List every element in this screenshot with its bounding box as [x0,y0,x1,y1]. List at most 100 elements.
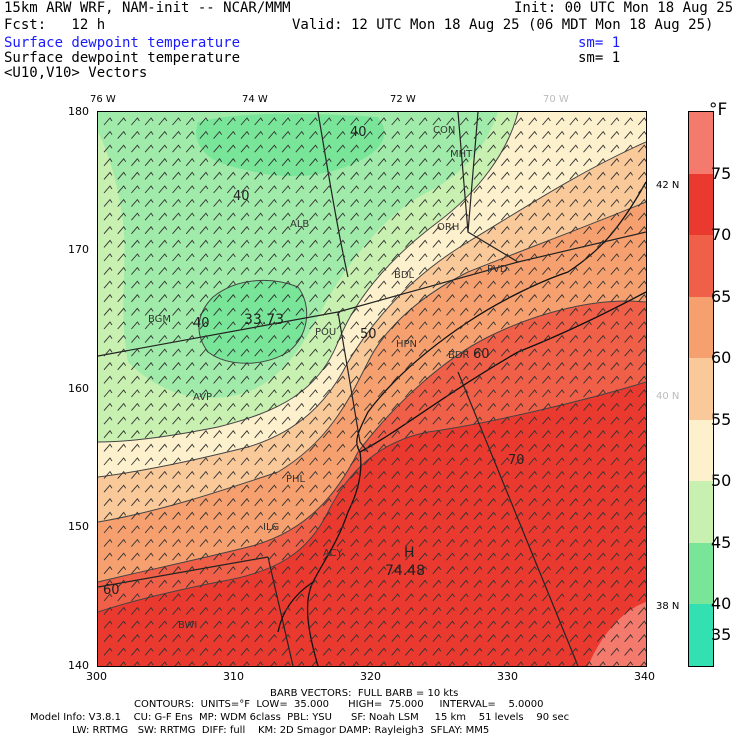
wind-barb [213,158,222,167]
wind-barb [185,430,195,439]
wind-barb [391,321,401,330]
wind-barb [418,334,428,343]
wind-barb [528,130,538,139]
wind-barb [624,498,633,507]
wind-barb [487,375,496,384]
wind-barb [295,239,305,248]
wind-barb [185,552,195,561]
wind-barb [229,661,236,666]
wind-barb [144,389,154,398]
wind-barb [254,362,264,371]
wind-barb [596,253,606,262]
wind-barb [500,198,510,207]
wind-barb [185,389,195,398]
wind-barb [583,579,592,588]
wind-barb [336,470,346,479]
wind-barb [405,389,414,398]
high-value-label: 74.48 [385,563,425,579]
wind-barb [268,212,277,221]
wind-barb [555,457,565,466]
wind-barb [158,321,168,330]
wind-barb [542,606,551,615]
wind-barb [528,566,538,575]
wind-barb [350,593,359,602]
wind-barb [144,593,154,602]
wind-barb [418,457,428,466]
wind-barb [185,606,195,615]
wind-barb [569,606,579,615]
wind-barb [158,158,168,167]
wind-barb [322,566,332,575]
wind-barb [473,334,483,343]
wind-barb [418,307,428,316]
wind-barb [624,402,633,411]
wind-barb [322,498,332,507]
wind-barb [188,661,195,666]
wind-barb [350,362,359,371]
wind-barb [610,362,620,371]
wind-barb [185,647,195,656]
wind-barb [432,280,442,289]
wind-barb [459,593,469,602]
wind-barb [583,171,592,180]
wind-barb [185,457,195,466]
wind-barb [281,321,291,330]
wind-barb [640,661,646,666]
wind-barb [172,634,181,643]
wind-barb [500,171,510,180]
wind-barb [569,212,579,221]
wind-barb [363,416,373,425]
wind-barb [336,593,346,602]
wind-barb [418,606,428,615]
wind-barb [103,307,113,316]
wind-barb [268,117,277,126]
wind-barb [473,416,483,425]
wind-barb [131,470,140,479]
wind-barb [459,375,469,384]
wind-barb [555,389,565,398]
field-title-2: Surface dewpoint temperature [4,50,241,66]
wind-barb [240,321,250,330]
wind-barb [624,647,633,656]
wind-barb [199,158,209,167]
wind-barb [158,130,168,139]
wind-barb [542,158,551,167]
wind-barb [213,538,222,547]
wind-barb [610,294,620,303]
wind-barb [131,525,140,534]
wind-barb [391,416,401,425]
wind-barb [583,457,592,466]
wind-barb [391,226,401,235]
wind-barb [322,212,332,221]
wind-barb [459,484,469,493]
wind-barb [240,579,250,588]
wind-barb [569,280,579,289]
wind-barb [363,566,373,575]
wind-barb [268,185,277,194]
wind-barb [213,334,222,343]
wind-barb [596,416,606,425]
wind-barb [610,566,620,575]
wind-barb [103,158,113,167]
wind-barb [363,538,373,547]
wind-barb [117,375,127,384]
model-info-line-1: Model Info: V3.8.1 CU: G-F Ens MP: WDM 6… [30,712,570,723]
wind-barb [363,239,373,248]
wind-barb [172,443,181,452]
wind-barb [583,375,592,384]
wind-barb [596,334,606,343]
wind-barb [336,443,346,452]
wind-barb [391,307,401,316]
wind-barb [405,375,414,384]
wind-barb [363,334,373,343]
wind-barb [624,130,633,139]
wind-barb [158,538,168,547]
wind-barb [555,280,565,289]
wind-barb [596,389,606,398]
wind-barb [446,198,455,207]
wind-barb [583,144,592,153]
wind-barb [268,348,277,357]
wind-barb [199,525,209,534]
wind-barb [459,362,469,371]
wind-barb [309,620,318,629]
